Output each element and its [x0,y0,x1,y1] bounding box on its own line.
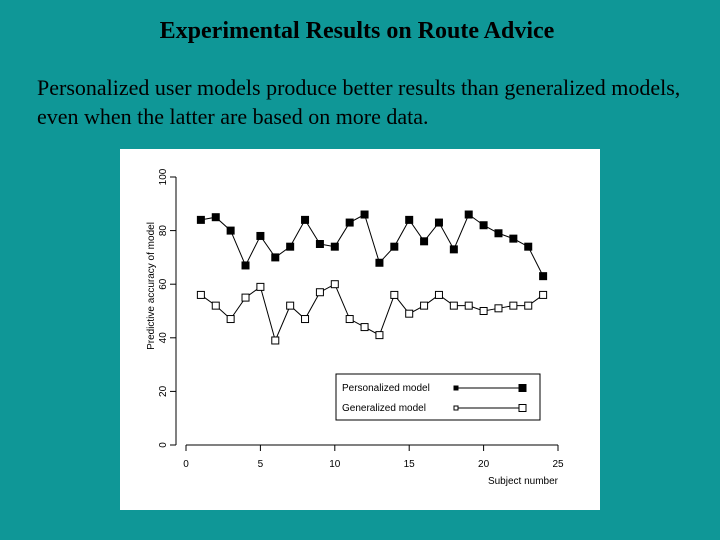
personalized-point [286,242,295,251]
chart-panel: 0 5 10 15 20 25 0 20 40 60 80 100 Subject number Pred… [120,149,600,510]
generalized-point [464,301,473,310]
legend-marker [518,384,527,392]
generalized-point [241,293,250,302]
generalized-point [494,304,503,313]
generalized-point [375,331,384,340]
y-tick-label: 20 [158,385,169,397]
personalized-point [226,226,235,235]
x-tick-label: 20 [478,459,490,470]
y-tick-label: 60 [158,278,169,290]
chart-legend: Personalized model Generalized model [335,373,541,421]
series-line-0 [200,213,544,277]
x-tick-label: 0 [183,459,189,470]
generalized-point [479,307,488,315]
x-tick-label: 5 [258,459,264,470]
personalized-point [360,210,369,219]
legend-marker-small [453,405,459,411]
personalized-point [539,272,548,281]
personalized-point [211,213,220,222]
generalized-point [211,301,220,310]
y-tick-label: 0 [158,442,169,448]
legend-marker [518,404,527,412]
x-tick-label: 25 [552,459,564,470]
generalized-point [360,323,369,332]
generalized-point [345,315,354,324]
legend-marker-small [453,385,459,391]
x-tick-label: 10 [329,459,341,470]
generalized-point [271,336,280,345]
personalized-point [256,231,265,240]
generalized-point [330,280,339,289]
line-chart: 0 5 10 15 20 25 0 20 40 60 80 100 Subject number Pred… [146,168,564,487]
personalized-point [405,215,414,224]
generalized-point [226,315,235,324]
personalized-point [375,258,384,267]
personalized-point [241,261,250,270]
legend-box [335,373,541,421]
generalized-point [390,290,399,299]
legend-label: Generalized model [342,403,426,414]
personalized-point [390,242,399,251]
personalized-point [196,215,205,224]
generalized-point [256,282,265,291]
generalized-point [434,290,443,299]
y-axis-label: Predictive accuracy of model [146,222,157,350]
generalized-point [509,301,518,310]
generalized-point [301,315,310,324]
personalized-point [524,242,533,251]
personalized-point [479,221,488,230]
personalized-point [464,210,473,219]
personalized-point [449,245,458,254]
y-tick-label: 80 [158,225,169,237]
personalized-point [420,237,429,246]
generalized-point [286,301,295,310]
personalized-point [345,218,354,227]
generalized-point [196,290,205,299]
slide-title: Experimental Results on Route Advice [159,18,555,44]
personalized-point [315,240,324,248]
generalized-point [405,309,414,318]
chart-series [196,210,548,345]
personalized-point [330,242,339,251]
legend-label: Personalized model [342,383,430,394]
generalized-point [315,288,324,297]
personalized-point [301,215,310,224]
series-line-1 [200,283,544,342]
personalized-point [271,253,280,262]
generalized-point [449,301,458,310]
y-tick-label: 40 [158,332,169,344]
y-tick-label: 100 [158,168,169,185]
personalized-point [494,229,503,238]
generalized-point [420,301,429,310]
slide-subtitle: Personalized user models produce better … [37,75,681,129]
personalized-point [509,234,518,243]
personalized-point [434,218,443,227]
generalized-point [524,301,533,310]
x-axis-label: Subject number [488,476,559,487]
x-tick-label: 15 [404,459,416,470]
generalized-point [539,290,548,299]
chart-axes: 0 5 10 15 20 25 0 20 40 60 80 100 Subject number Pred… [146,168,564,487]
